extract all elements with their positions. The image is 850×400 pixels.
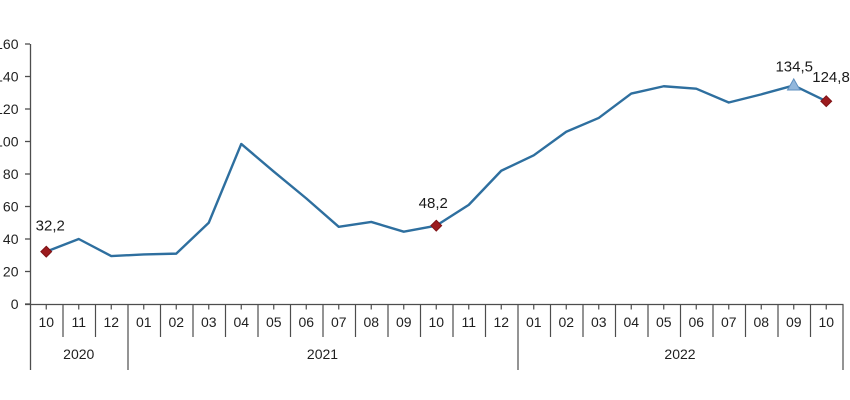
month-label: 10 — [818, 314, 834, 330]
month-label: 07 — [721, 314, 737, 330]
data-point-value-label: 48,2 — [419, 195, 448, 212]
month-label: 03 — [201, 314, 217, 330]
y-tick-label: 100 — [0, 134, 19, 150]
month-label: 10 — [38, 314, 54, 330]
y-tick-label: 140 — [0, 69, 19, 85]
month-label: 09 — [786, 314, 802, 330]
data-point-diamond-marker — [820, 95, 833, 108]
data-point-value-label: 124,8 — [812, 69, 850, 86]
y-tick-label: 20 — [3, 264, 19, 280]
month-label: 04 — [623, 314, 639, 330]
data-point-diamond-marker — [40, 245, 53, 258]
month-label: 04 — [233, 314, 249, 330]
month-label: 03 — [591, 314, 607, 330]
month-label: 06 — [688, 314, 704, 330]
month-label: 01 — [136, 314, 152, 330]
month-label: 07 — [331, 314, 347, 330]
data-point-value-label: 134,5 — [775, 58, 813, 75]
month-label: 05 — [656, 314, 672, 330]
year-label: 2021 — [307, 346, 338, 362]
y-tick-label: 80 — [3, 166, 19, 182]
month-label: 10 — [428, 314, 444, 330]
y-tick-label: 40 — [3, 231, 19, 247]
month-label: 08 — [363, 314, 379, 330]
year-label: 2022 — [664, 346, 695, 362]
y-tick-label: 0 — [11, 296, 19, 312]
month-label: 12 — [103, 314, 119, 330]
month-label: 11 — [71, 314, 86, 330]
month-label: 05 — [266, 314, 282, 330]
month-label: 09 — [396, 314, 412, 330]
month-label: 11 — [461, 314, 476, 330]
month-label: 02 — [558, 314, 574, 330]
month-label: 02 — [168, 314, 184, 330]
month-label: 06 — [298, 314, 314, 330]
y-tick-label: 60 — [3, 199, 19, 215]
year-label: 2020 — [63, 346, 94, 362]
y-tick-label: 160 — [0, 36, 19, 52]
data-point-diamond-marker — [430, 219, 443, 232]
y-tick-label: 120 — [0, 101, 19, 117]
month-label: 08 — [753, 314, 769, 330]
data-point-triangle-marker — [786, 77, 801, 91]
data-point-value-label: 32,2 — [36, 218, 65, 235]
month-label: 12 — [493, 314, 509, 330]
month-label: 01 — [526, 314, 542, 330]
